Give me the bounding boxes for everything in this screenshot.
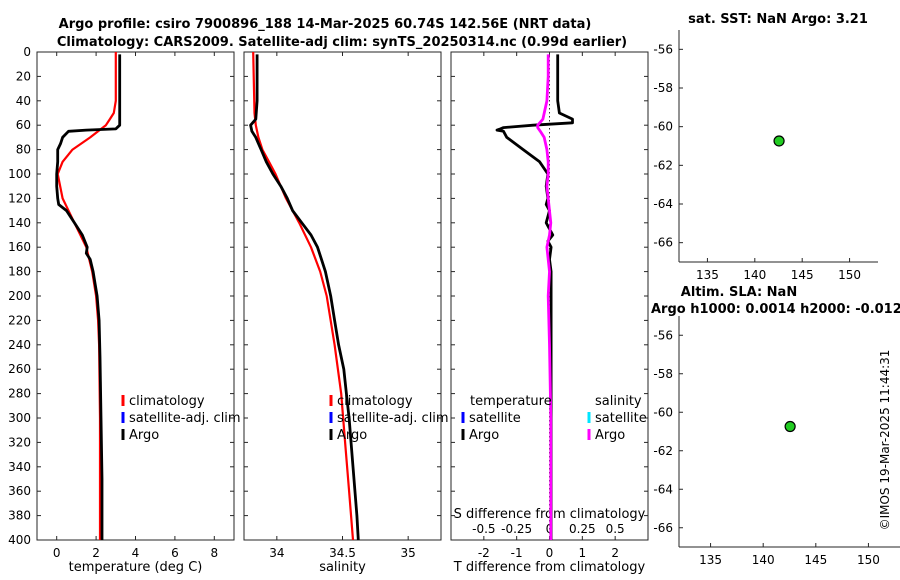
sst_map-ytick-label: -60 xyxy=(653,120,673,134)
sst_map-xtick-label: 145 xyxy=(791,268,814,282)
temp-legend-satellite-label: satellite-adj. clim xyxy=(129,411,241,426)
depth-tick-label: 180 xyxy=(8,265,31,279)
diff-legend-temperature-title: temperature xyxy=(470,394,552,409)
sla_map-ytick-label: -62 xyxy=(653,444,673,458)
salinity-xtick-label: 34.5 xyxy=(329,546,356,560)
salinity-xtick-label: 35 xyxy=(401,546,416,560)
salinity-xtick-label: 34 xyxy=(269,546,284,560)
depth-tick-label: 240 xyxy=(8,338,31,352)
difference-xtick-label: -2 xyxy=(478,546,490,560)
sla_map-argo-position-marker xyxy=(784,420,796,433)
diff-legend-salinity-title: salinity xyxy=(595,394,642,409)
difference-xtick-label: 0 xyxy=(546,546,554,560)
depth-tick-label: 400 xyxy=(8,533,31,547)
sst_map-ytick-label: -62 xyxy=(653,158,673,172)
temperature-diff-argo-line xyxy=(495,54,574,540)
s-diff-tick-label: -0.25 xyxy=(501,522,532,536)
diff-legend-s-argo-label: Argo xyxy=(595,428,625,443)
depth-tick-label: 0 xyxy=(23,45,31,59)
salinity-climatology-line xyxy=(252,51,355,541)
depth-tick-label: 380 xyxy=(8,509,31,523)
sla_map-ytick-label: -64 xyxy=(653,482,673,496)
depth-tick-label: 120 xyxy=(8,191,31,205)
depth-tick-label: 320 xyxy=(8,435,31,449)
sst_map-xtick-label: 140 xyxy=(743,268,766,282)
diff-legend-s-satellite-label: satellite xyxy=(595,411,647,426)
sal-legend-climatology-label: climatology xyxy=(337,394,413,409)
sla_map-ytick-label: -58 xyxy=(653,367,673,381)
sla-map-subtitle: Argo h1000: 0.0014 h2000: -0.012 xyxy=(651,302,900,317)
title-line-1: Argo profile: csiro 7900896_188 14-Mar-2… xyxy=(59,17,592,32)
temperature-climatology-line xyxy=(56,52,117,540)
s-diff-tick-label: -0.5 xyxy=(472,522,495,536)
temp-legend-climatology-label: climatology xyxy=(129,394,205,409)
difference-axes: -2 -1 0 1 2T difference from climatology -0.5… xyxy=(450,51,649,575)
depth-tick-label: 80 xyxy=(16,143,31,157)
sla_map-ytick-label: -56 xyxy=(653,328,673,342)
depth-tick-label: 100 xyxy=(8,167,31,181)
sla_map-xtick-label: 135 xyxy=(699,553,722,567)
difference-xtick-label: 1 xyxy=(579,546,587,560)
sst_map-ytick-label: -58 xyxy=(653,81,673,95)
diff-legend-t-argo-label: Argo xyxy=(469,428,499,443)
sla-map-title: Altim. SLA: NaN xyxy=(681,285,797,300)
difference-xtick-label: -1 xyxy=(511,546,523,560)
depth-tick-label: 200 xyxy=(8,289,31,303)
sla_map-ytick-label: -66 xyxy=(653,521,673,535)
sla-map-axes: -56 -58 -60 -62 -64 -66 135 140 145 150 Altim. SLA… xyxy=(651,285,900,567)
s-diff-tick-label: 0.25 xyxy=(569,522,596,536)
depth-tick-label: 160 xyxy=(8,240,31,254)
temperature-xtick-label: 8 xyxy=(210,546,218,560)
depth-tick-label: 260 xyxy=(8,362,31,376)
salinity-xlabel: salinity xyxy=(319,560,366,575)
salinity-diff-argo-line xyxy=(536,54,553,540)
sst-map-axes: -56 -58 -60 -62 -64 -66 135 140 145 150 sat. SST: … xyxy=(653,12,878,282)
sst-map-title: sat. SST: NaN Argo: 3.21 xyxy=(688,12,868,27)
depth-tick-label: 300 xyxy=(8,411,31,425)
salinity-argo-line xyxy=(249,54,360,541)
temperature-xtick-label: 2 xyxy=(92,546,100,560)
depth-tick-label: 140 xyxy=(8,216,31,230)
sla_map-xtick-label: 150 xyxy=(857,553,880,567)
s-diff-tick-label: 0.5 xyxy=(606,522,625,536)
sla_map-xtick-label: 145 xyxy=(804,553,827,567)
depth-tick-label: 340 xyxy=(8,460,31,474)
temp-legend-argo-label: Argo xyxy=(129,428,159,443)
sal-legend-argo-label: Argo xyxy=(337,428,367,443)
imos-timestamp: ©IMOS 19-Mar-2025 11:44:31 xyxy=(878,350,892,531)
sst_map-argo-position-marker xyxy=(773,135,785,147)
temperature-frame xyxy=(36,51,235,541)
depth-tick-label: 280 xyxy=(8,387,31,401)
sst_map-ytick-label: -66 xyxy=(653,236,673,250)
depth-tick-label: 20 xyxy=(16,69,31,83)
sst_map-xtick-label: 150 xyxy=(838,268,861,282)
sla_map-xtick-label: 140 xyxy=(752,553,775,567)
temperature-xtick-label: 6 xyxy=(171,546,179,560)
temperature-xlabel: temperature (deg C) xyxy=(69,560,203,575)
difference-xlabel: T difference from climatology xyxy=(453,560,646,575)
sst_map-ytick-label: -64 xyxy=(653,197,673,211)
diff-legend-t-satellite-label: satellite xyxy=(469,411,521,426)
sla_map-ytick-label: -60 xyxy=(653,405,673,419)
depth-tick-label: 220 xyxy=(8,313,31,327)
depth-tick-label: 60 xyxy=(16,118,31,132)
depth-tick-label: 40 xyxy=(16,94,31,108)
difference-xtick-label: 2 xyxy=(611,546,619,560)
temperature-xtick-label: 0 xyxy=(53,546,61,560)
title-line-2: Climatology: CARS2009. Satellite-adj cli… xyxy=(57,35,627,50)
temperature-argo-line xyxy=(55,54,122,540)
sst_map-ytick-label: -56 xyxy=(653,42,673,56)
salinity-frame xyxy=(243,51,442,541)
salinity-axes: 34 34.5 35 salinity climatology satellite-adj… xyxy=(243,51,449,575)
sst_map-xtick-label: 135 xyxy=(696,268,719,282)
sal-legend-satellite-label: satellite-adj. clim xyxy=(337,411,449,426)
depth-tick-label: 360 xyxy=(8,484,31,498)
temperature-xtick-label: 4 xyxy=(132,546,140,560)
temperature-axes: 0204060801001201401601802002202402602803… xyxy=(8,45,241,575)
